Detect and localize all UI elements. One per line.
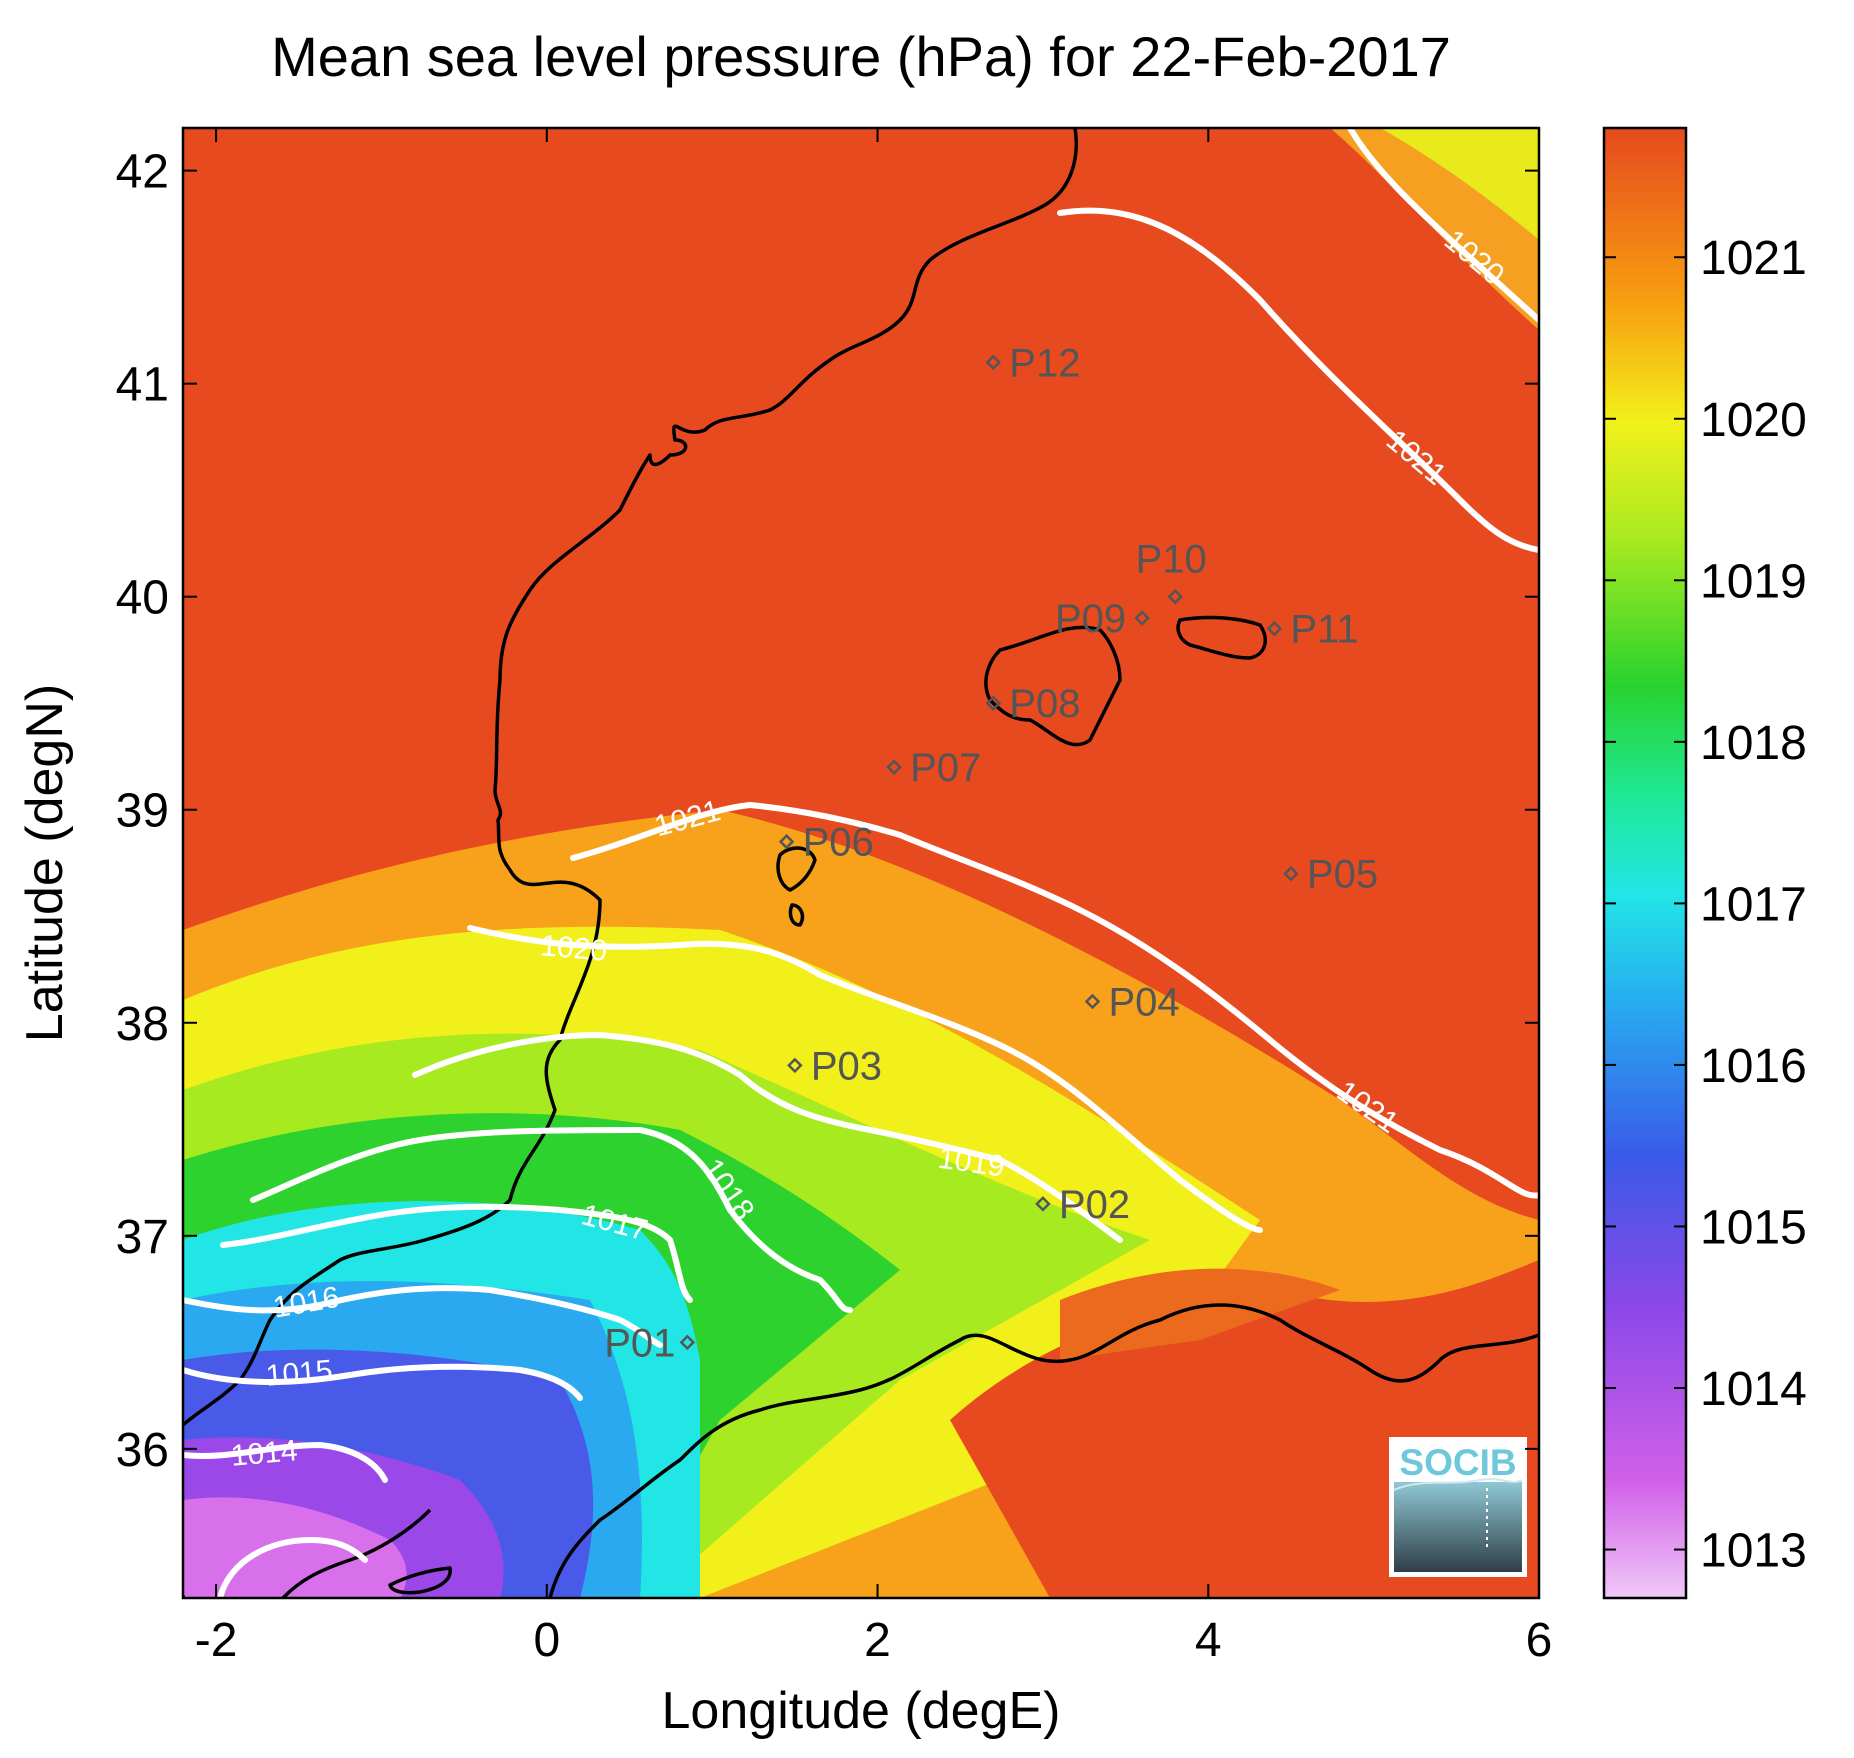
colorbar-tick-label: 1020: [1700, 394, 1807, 447]
station-marker: [985, 695, 1002, 711]
station-label: P05: [1307, 853, 1378, 897]
contour-label: 1014: [229, 1434, 298, 1473]
y-tick-label: 36: [116, 1424, 169, 1477]
africa-west-coast: [281, 1508, 432, 1598]
plot-border: [181, 126, 1541, 1600]
y-axis-label: Latitude (degN): [16, 684, 74, 1042]
contour-1019: [412, 1031, 1123, 1243]
station-label: P04: [1109, 980, 1180, 1024]
colorbar-tick-label: 1017: [1700, 878, 1807, 931]
alboran-island: [388, 1566, 452, 1595]
y-axis: 36 37 38 39 40 41 42: [116, 146, 1539, 1477]
colorbar-tick-label: 1018: [1700, 717, 1807, 770]
x-tick-label: 0: [533, 1614, 560, 1667]
station-marker: [778, 833, 795, 850]
menorca-island: [1176, 615, 1267, 660]
station-label: P07: [910, 746, 981, 790]
africa-coast: [548, 1303, 1539, 1598]
colorbar-axis: 1013 1014 1015 1016 1017 1018 1019 1020 1021: [1604, 232, 1807, 1578]
colorbar-tick-label: 1013: [1700, 1525, 1807, 1578]
contour-1018: [250, 1126, 853, 1313]
station-marker: [1084, 993, 1101, 1010]
station-label: P06: [803, 821, 874, 865]
contour-lines: [183, 128, 1539, 1598]
station-marker: [886, 759, 902, 775]
ibiza-island: [776, 846, 817, 892]
station-label: P12: [1009, 341, 1080, 385]
x-tick-label: 2: [864, 1614, 891, 1667]
contour-1021-ne: [1057, 207, 1539, 553]
y-tick-label: 39: [116, 785, 169, 838]
contour-1015: [183, 1363, 583, 1401]
logo-wave: [1394, 1482, 1522, 1572]
contour-1020-ne: [1347, 128, 1539, 323]
pressure-field: [183, 128, 1539, 1598]
station-label: P01: [604, 1321, 675, 1365]
station-label: P09: [1055, 597, 1126, 641]
colorbar-tick-label: 1014: [1700, 1363, 1807, 1416]
x-tick-label: -2: [195, 1614, 238, 1667]
field-ne-yellow: [1380, 128, 1539, 240]
logo-wave-line: [1393, 1478, 1523, 1491]
x-axis-label: Longitude (degE): [662, 1682, 1061, 1740]
station-marker: [1283, 865, 1299, 882]
colorbar-tick-label: 1016: [1700, 1040, 1807, 1093]
contour-1021-main: [570, 801, 1539, 1199]
station-label: P11: [1290, 608, 1358, 652]
x-tick-label: 6: [1526, 1614, 1553, 1667]
colorbar-tick-label: 1019: [1700, 555, 1807, 608]
logo-text: SOCIB: [1399, 1442, 1516, 1483]
contour-label: 1020: [539, 929, 608, 968]
station-label: P10: [1136, 538, 1207, 582]
x-tick-label: 4: [1195, 1614, 1222, 1667]
station-marker: [1035, 1196, 1051, 1212]
x-axis: -2 0 2 4 6: [195, 128, 1553, 1667]
y-tick-label: 38: [116, 998, 169, 1051]
contour-1017: [220, 1203, 693, 1303]
coastlines: [183, 128, 1539, 1598]
contour-1020: [467, 925, 1263, 1233]
chart-title: Mean sea level pressure (hPa) for 22-Feb…: [271, 25, 1451, 88]
station-marker: [679, 1334, 696, 1351]
contour-label: 1015: [264, 1354, 333, 1393]
station-marker: [985, 354, 1002, 371]
contour-1014: [183, 1441, 388, 1483]
y-tick-label: 40: [116, 572, 169, 625]
contour-1016: [183, 1285, 663, 1348]
y-tick-label: 41: [116, 359, 169, 412]
spain-east-coast: [183, 128, 1078, 1427]
station-marker: [1266, 620, 1283, 637]
y-tick-label: 37: [116, 1211, 169, 1264]
colorbar-tick-label: 1015: [1700, 1201, 1807, 1254]
y-tick-label: 42: [116, 146, 169, 199]
field-magenta-band: [183, 1497, 407, 1598]
station-label: P03: [811, 1044, 882, 1088]
socib-logo: SOCIB: [1389, 1437, 1527, 1577]
contour-1013: [217, 1536, 368, 1598]
formentera-island: [788, 903, 805, 927]
station-marker: [1134, 610, 1150, 626]
station-label: P08: [1009, 682, 1080, 726]
station-marker: [787, 1057, 803, 1074]
station-label: P02: [1059, 1183, 1130, 1227]
colorbar-tick-label: 1021: [1700, 232, 1807, 285]
colorbar: [1602, 126, 1688, 1600]
station-marker: [1167, 588, 1183, 605]
field-se-patch: [1060, 1268, 1340, 1360]
